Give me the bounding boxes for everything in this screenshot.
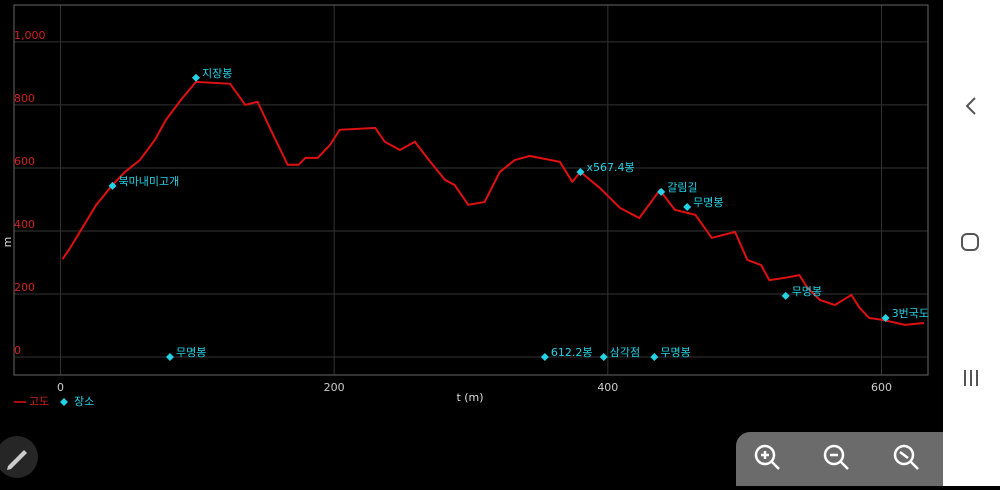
zoom-controls (736, 432, 943, 486)
place-marker (108, 181, 117, 190)
place-label: 북마내미고개 (119, 175, 180, 188)
place-label: x567.4봉 (586, 161, 634, 174)
place-marker (576, 168, 585, 177)
place-label: 무명봉 (693, 196, 723, 209)
legend-label: 장소 (74, 395, 94, 408)
place-label: 삼각점 (610, 346, 640, 359)
y-tick-label: 800 (14, 92, 35, 105)
x-tick-label: 600 (871, 381, 892, 394)
place-label: 지장봉 (202, 67, 232, 80)
place-marker (650, 353, 659, 362)
place-label: 3번국도 (892, 307, 929, 320)
y-tick-label: 1,000 (14, 29, 46, 42)
legend-label: 고도 (29, 395, 49, 408)
y-tick-label: 200 (14, 281, 35, 294)
place-marker (657, 187, 666, 196)
nav-icons (961, 97, 979, 386)
place-marker (881, 313, 890, 322)
elevation-line (61, 80, 924, 326)
legend-swatch (60, 398, 68, 406)
place-label: 무명봉 (176, 346, 206, 359)
place-label: 무명봉 (792, 285, 822, 298)
place-label: 갈림길 (667, 180, 697, 194)
x-tick-label: 400 (597, 381, 618, 394)
place-marker (540, 353, 549, 362)
y-tick-label: 400 (14, 218, 35, 231)
y-tick-label: 0 (14, 344, 21, 357)
x-axis-label: t (m) (456, 391, 483, 404)
plot-frame (13, 4, 929, 376)
nav-bar (943, 0, 1000, 486)
x-tick-label: 0 (57, 381, 64, 394)
y-tick-label: 600 (14, 155, 35, 168)
place-marker (781, 291, 790, 300)
place-marker (683, 203, 692, 212)
place-marker (191, 73, 200, 82)
place-marker (165, 353, 174, 362)
y-axis-label: m (1, 237, 14, 248)
place-label: 무명봉 (660, 346, 690, 359)
place-marker (599, 353, 608, 362)
edit-button[interactable] (0, 436, 38, 478)
pencil-icon (7, 450, 27, 470)
chart: t (m) m 0 200 400 600 800 1,000 0 200 400 600 고도 지장… (1, 4, 929, 408)
x-tick-label: 200 (324, 381, 345, 394)
place-label: 612.2봉 (551, 346, 593, 359)
zoom-icons (754, 444, 919, 470)
